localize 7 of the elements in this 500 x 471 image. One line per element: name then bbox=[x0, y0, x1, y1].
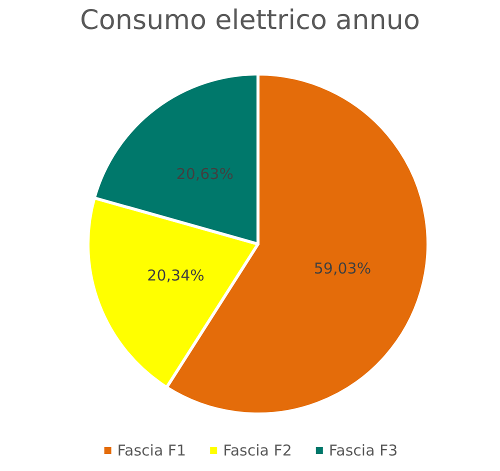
legend-label: Fascia F3 bbox=[328, 442, 398, 460]
chart-title: Consumo elettrico annuo bbox=[80, 5, 420, 36]
data-label: 20,63% bbox=[176, 164, 234, 183]
data-label: 59,03% bbox=[314, 260, 372, 278]
legend-label: Fascia F1 bbox=[117, 442, 186, 460]
data-label: 20,34% bbox=[147, 266, 204, 284]
legend-label: Fascia F2 bbox=[223, 442, 292, 460]
